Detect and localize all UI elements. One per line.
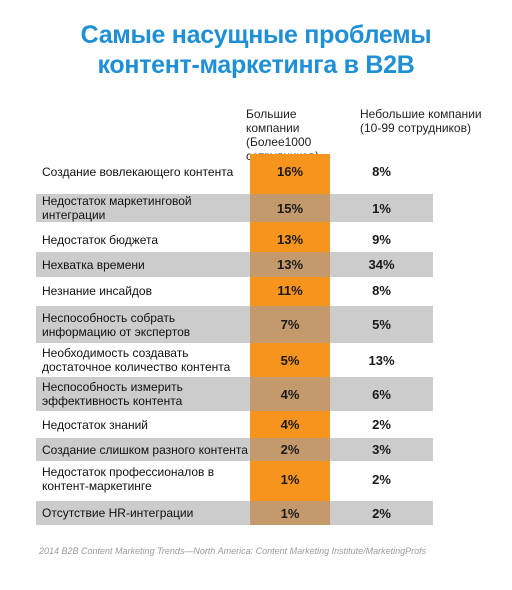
- table-row: Недостаток бюджета 13% 9%: [36, 227, 433, 252]
- value-large-companies: 4%: [250, 377, 330, 411]
- row-label: Создание вовлекающего контента: [42, 164, 234, 179]
- table-row: Неспособность измерить эффективность кон…: [36, 377, 433, 411]
- value-small-companies: 8%: [372, 164, 391, 179]
- value-large-companies: 13%: [276, 232, 304, 247]
- title-line-2: контент-маркетинга в B2B: [97, 51, 415, 79]
- value-large-companies: 4%: [280, 417, 300, 432]
- value-large-companies: 16%: [276, 164, 304, 179]
- table-row: Недостаток профессионалов в контент-марк…: [36, 461, 433, 497]
- value-large-companies: 2%: [250, 438, 330, 461]
- value-small-companies: 1%: [372, 200, 391, 216]
- value-small-companies: 34%: [368, 257, 395, 272]
- value-large-companies: 5%: [280, 352, 300, 368]
- table-row: Неспособность собрать информацию от эксп…: [36, 306, 433, 343]
- value-small-companies: 9%: [372, 232, 391, 247]
- row-label: Недостаток бюджета: [42, 232, 159, 247]
- row-label: Незнание инсайдов: [42, 283, 152, 298]
- row-label: Недостаток профессионалов в контент-марк…: [42, 465, 215, 493]
- title-line-1: Самые насущные проблемы: [80, 21, 432, 49]
- row-label: Нехватка времени: [42, 257, 145, 272]
- value-large-companies: 13%: [250, 252, 330, 277]
- table-row: Отсутствие HR-интеграции 1% 2%: [36, 501, 433, 525]
- value-large-companies: 1%: [280, 471, 300, 487]
- table-row: Создание слишком разного контента 2% 3%: [36, 438, 433, 461]
- value-large-companies: 15%: [250, 194, 330, 222]
- row-label: Неспособность измерить эффективность кон…: [42, 380, 183, 408]
- table-row: Создание вовлекающего контента 16% 8%: [36, 154, 433, 189]
- value-small-companies: 2%: [372, 505, 391, 521]
- table-row: Недостаток знаний 4% 2%: [36, 411, 433, 438]
- value-small-companies: 2%: [372, 417, 391, 432]
- value-small-companies: 2%: [372, 471, 391, 487]
- value-large-companies: 1%: [250, 501, 330, 525]
- source-caption: 2014 B2B Content Marketing Trends—North …: [39, 546, 427, 556]
- value-small-companies: 13%: [368, 352, 395, 368]
- table-row: Незнание инсайдов 11% 8%: [36, 277, 433, 304]
- value-small-companies: 8%: [372, 283, 391, 298]
- value-small-companies: 5%: [372, 317, 391, 332]
- row-label: Неспособность собрать информацию от эксп…: [42, 310, 191, 339]
- table-row: Недостаток маркетинговой интеграции 15% 1%: [36, 194, 433, 222]
- row-label: Создание слишком разного контента: [42, 442, 248, 457]
- value-large-companies: 11%: [277, 283, 303, 298]
- table-row: Необходимость создавать достаточное коли…: [36, 343, 433, 377]
- row-label: Отсутствие HR-интеграции: [42, 506, 194, 520]
- table-row: Нехватка времени 13% 34%: [36, 252, 433, 277]
- row-label: Недостаток знаний: [42, 417, 148, 432]
- column-header-small: Небольшие компании (10-99 сотрудников): [360, 107, 482, 135]
- page-title: Самые насущные проблемы контент-маркетин…: [0, 20, 512, 80]
- row-label: Необходимость создавать достаточное коли…: [42, 346, 231, 374]
- value-large-companies: 7%: [250, 306, 330, 343]
- value-small-companies: 3%: [372, 442, 391, 457]
- row-label: Недостаток маркетинговой интеграции: [42, 194, 192, 222]
- value-small-companies: 6%: [372, 386, 391, 402]
